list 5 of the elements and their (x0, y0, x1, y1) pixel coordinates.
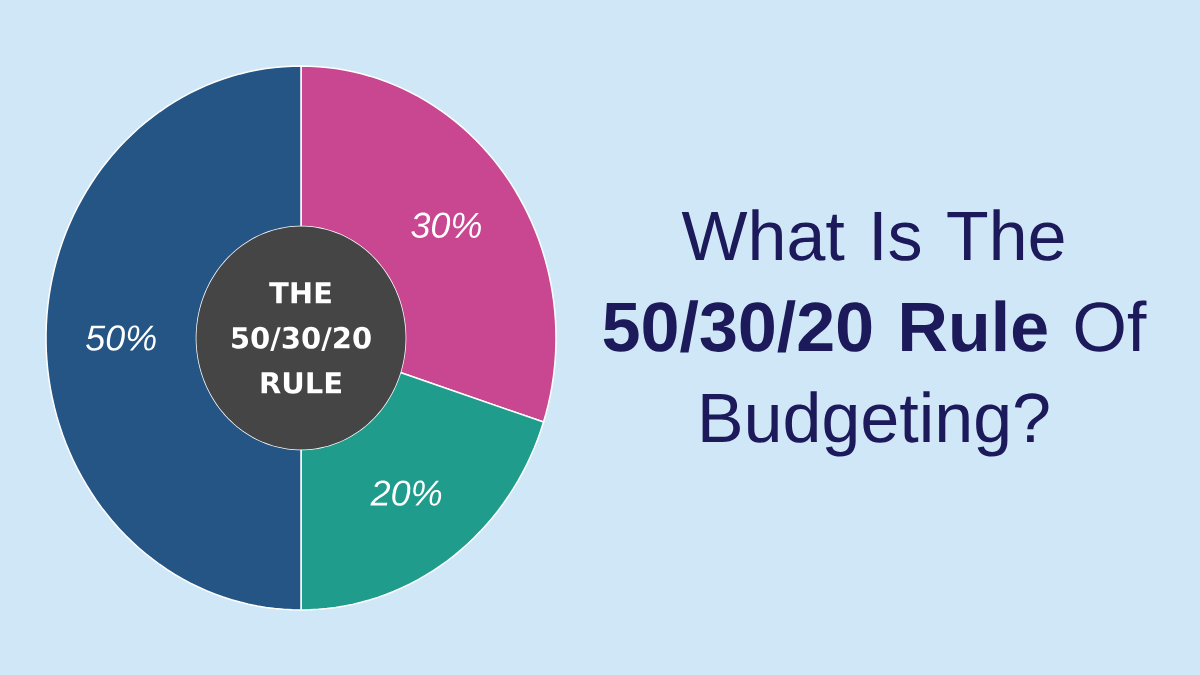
data-label: 20% (370, 480, 442, 506)
text: THE 50/30/20 RULE (232, 282, 371, 394)
text: What Is The 50/30/20 Rule Of Budgeting? (603, 209, 1147, 457)
data-label: 30% (411, 212, 481, 239)
data-label: 50% (86, 325, 156, 351)
